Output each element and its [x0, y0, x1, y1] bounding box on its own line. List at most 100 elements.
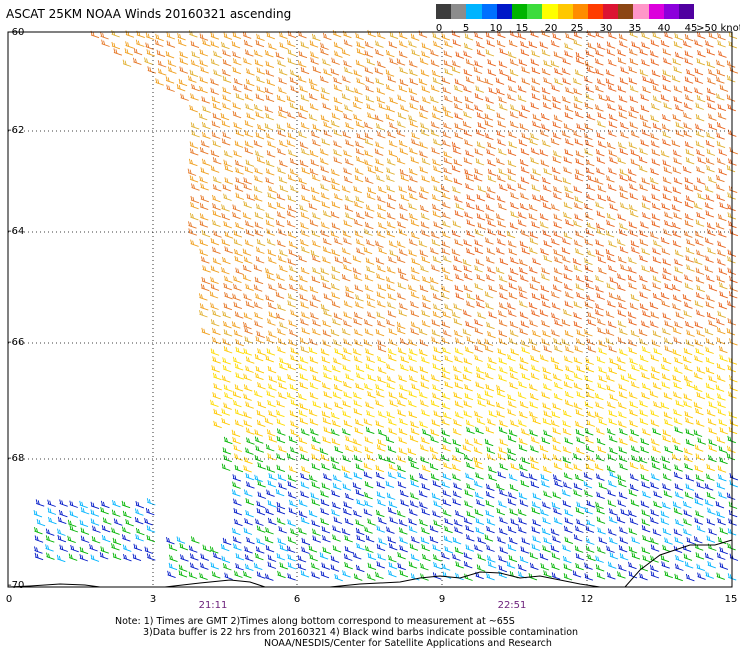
wind-barb	[386, 411, 396, 419]
wind-barb	[466, 219, 476, 227]
wind-barb	[287, 491, 297, 499]
wind-barb	[211, 571, 221, 579]
wind-barb	[157, 60, 167, 68]
wind-barb	[276, 553, 286, 561]
wind-barb	[253, 185, 263, 193]
wind-barb	[576, 123, 585, 131]
wind-barb	[420, 212, 430, 221]
wind-barb	[144, 517, 153, 526]
wind-barb	[508, 274, 517, 283]
wind-barb	[166, 40, 176, 48]
wind-barb	[48, 516, 57, 525]
wind-barb	[465, 544, 475, 552]
wind-barb	[616, 515, 626, 524]
wind-barb	[583, 132, 593, 141]
wind-barb	[430, 129, 440, 137]
wind-barb	[475, 258, 485, 266]
wind-barb	[529, 401, 539, 409]
wind-barb	[619, 526, 628, 534]
wind-barb	[364, 480, 374, 489]
wind-barb	[639, 354, 649, 363]
wind-barb	[521, 346, 530, 354]
wind-barb	[146, 534, 156, 543]
wind-barb	[310, 562, 320, 570]
wind-barb	[431, 329, 441, 337]
wind-barb	[585, 193, 595, 201]
wind-barb	[276, 506, 286, 515]
wind-barb	[486, 399, 495, 407]
wind-barb	[276, 435, 286, 444]
wind-barb	[618, 302, 627, 310]
wind-barb	[705, 301, 715, 309]
wind-barb	[277, 255, 287, 263]
wind-barb	[576, 518, 585, 527]
wind-barb	[584, 60, 594, 69]
wind-barb	[498, 103, 508, 111]
wind-barb	[642, 85, 651, 94]
wind-barb	[331, 300, 341, 308]
wind-barb	[485, 509, 495, 518]
wind-barb	[706, 148, 716, 156]
wind-barb	[542, 94, 552, 102]
wind-barb	[409, 77, 419, 86]
wind-barb	[466, 483, 475, 491]
wind-barb	[608, 345, 617, 353]
wind-barb	[474, 31, 483, 40]
wind-barb	[541, 267, 550, 275]
wind-barb	[726, 445, 736, 454]
wind-barb	[443, 59, 453, 68]
wind-barb	[355, 301, 364, 309]
wind-barb	[520, 176, 530, 184]
wind-barb	[574, 195, 584, 204]
wind-barb	[232, 66, 242, 75]
wind-barb	[256, 75, 265, 84]
wind-barb	[715, 93, 725, 101]
wind-barb	[202, 265, 211, 273]
wind-barb	[366, 300, 376, 308]
wind-barb	[201, 229, 211, 238]
wind-barb	[616, 356, 626, 364]
wind-barb	[631, 41, 640, 49]
wind-barb	[553, 221, 562, 229]
wind-barb	[80, 507, 90, 515]
wind-barb	[541, 273, 550, 281]
wind-barb	[213, 69, 222, 77]
wind-barb	[475, 526, 485, 535]
wind-barb	[639, 399, 648, 408]
wind-barb	[387, 301, 396, 309]
wind-barb	[508, 473, 518, 481]
wind-barb	[628, 489, 638, 497]
wind-barb	[662, 74, 671, 83]
wind-barb	[531, 344, 541, 353]
wind-barb	[496, 389, 506, 398]
wind-barb	[454, 374, 463, 382]
wind-barb	[133, 543, 143, 552]
wind-barb	[67, 519, 77, 528]
wind-barb	[364, 491, 373, 500]
wind-barb	[180, 93, 189, 101]
wind-barb	[695, 267, 705, 275]
wind-barb	[363, 338, 373, 347]
wind-barb	[264, 535, 274, 544]
wind-barb	[135, 527, 145, 536]
wind-barb	[222, 183, 232, 192]
wind-barb	[706, 311, 716, 320]
wind-barb	[693, 401, 703, 410]
wind-barb	[660, 554, 670, 563]
wind-barb	[246, 68, 255, 76]
wind-barb	[202, 544, 212, 552]
wind-barb	[618, 383, 627, 391]
wind-barb	[595, 401, 604, 409]
wind-barb	[377, 60, 386, 69]
wind-barb	[188, 221, 197, 229]
wind-barb	[474, 544, 483, 552]
wind-barb	[507, 75, 517, 83]
wind-barb	[553, 51, 563, 59]
scale-swatch	[587, 4, 604, 19]
wind-barb	[388, 555, 397, 563]
wind-barb	[243, 489, 253, 497]
wind-barb	[190, 122, 200, 130]
wind-barb	[399, 147, 409, 155]
wind-barb	[628, 204, 638, 212]
wind-barb	[322, 210, 332, 218]
